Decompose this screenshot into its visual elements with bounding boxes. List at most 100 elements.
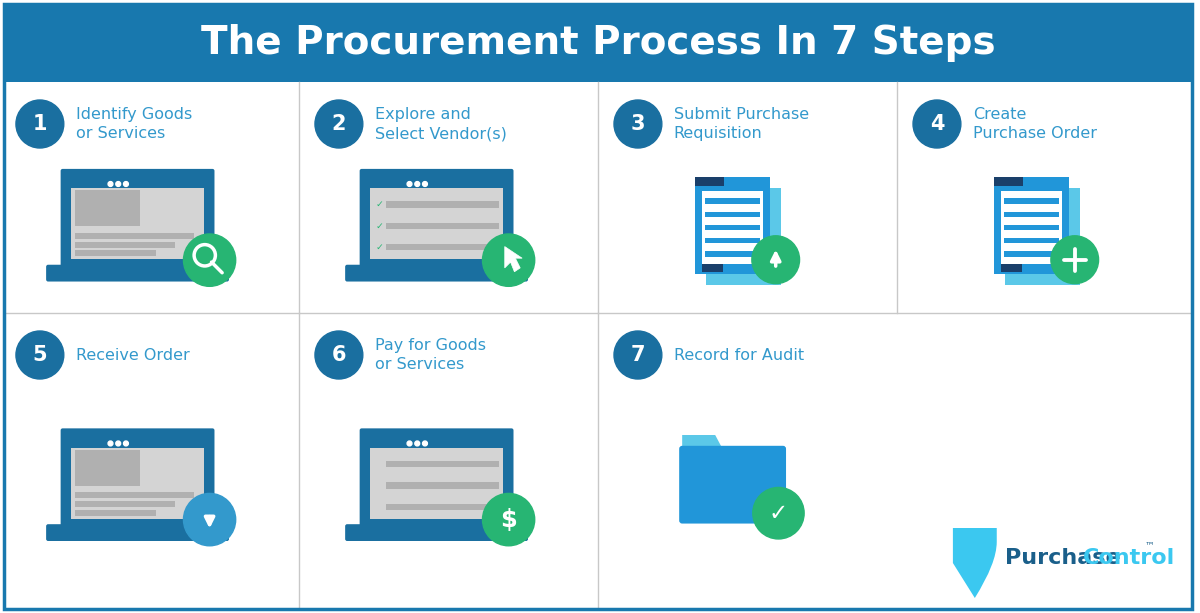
FancyBboxPatch shape (386, 482, 499, 489)
FancyBboxPatch shape (371, 180, 503, 188)
Circle shape (115, 441, 121, 446)
Circle shape (124, 181, 128, 186)
FancyBboxPatch shape (371, 439, 503, 448)
FancyBboxPatch shape (386, 504, 499, 510)
Text: $: $ (500, 508, 517, 531)
Text: 3: 3 (631, 114, 646, 134)
Text: Identify Goods
or Services: Identify Goods or Services (76, 107, 192, 141)
FancyBboxPatch shape (706, 238, 760, 243)
Circle shape (16, 100, 64, 148)
FancyBboxPatch shape (706, 199, 760, 204)
FancyBboxPatch shape (1004, 199, 1060, 204)
Text: 4: 4 (930, 114, 944, 134)
FancyBboxPatch shape (386, 202, 499, 208)
Circle shape (614, 100, 662, 148)
Circle shape (422, 441, 427, 446)
Circle shape (1051, 236, 1098, 284)
FancyBboxPatch shape (994, 177, 1069, 273)
Text: Record for Audit: Record for Audit (674, 348, 804, 362)
FancyBboxPatch shape (76, 242, 175, 248)
Circle shape (314, 100, 362, 148)
FancyBboxPatch shape (1006, 188, 1080, 284)
Text: Create
Purchase Order: Create Purchase Order (973, 107, 1097, 141)
FancyBboxPatch shape (695, 177, 724, 186)
FancyBboxPatch shape (1001, 191, 1062, 264)
Text: Pay for Goods
or Services: Pay for Goods or Services (374, 338, 486, 372)
Text: 6: 6 (331, 345, 346, 365)
Circle shape (314, 331, 362, 379)
Circle shape (415, 181, 420, 186)
Text: Receive Order: Receive Order (76, 348, 190, 362)
Text: Submit Purchase
Requisition: Submit Purchase Requisition (674, 107, 809, 141)
FancyBboxPatch shape (346, 265, 528, 281)
FancyBboxPatch shape (702, 191, 763, 264)
Text: ✓: ✓ (769, 501, 788, 525)
FancyBboxPatch shape (702, 264, 724, 272)
Circle shape (422, 181, 427, 186)
Circle shape (115, 181, 121, 186)
FancyBboxPatch shape (46, 524, 229, 541)
FancyBboxPatch shape (706, 211, 760, 217)
FancyBboxPatch shape (706, 188, 781, 284)
Text: 1: 1 (32, 114, 47, 134)
FancyBboxPatch shape (1001, 264, 1022, 272)
Circle shape (415, 441, 420, 446)
FancyBboxPatch shape (71, 180, 204, 259)
FancyBboxPatch shape (76, 233, 193, 239)
FancyBboxPatch shape (386, 244, 499, 251)
FancyBboxPatch shape (1004, 238, 1060, 243)
Text: 7: 7 (631, 345, 646, 365)
Circle shape (482, 493, 535, 546)
FancyBboxPatch shape (360, 169, 514, 270)
Polygon shape (505, 246, 522, 272)
FancyBboxPatch shape (46, 265, 229, 281)
Circle shape (184, 234, 235, 286)
Text: ✓: ✓ (376, 243, 384, 252)
FancyBboxPatch shape (1004, 225, 1060, 230)
Text: ✓: ✓ (376, 221, 384, 230)
Circle shape (482, 234, 535, 286)
FancyBboxPatch shape (61, 169, 215, 270)
FancyBboxPatch shape (360, 428, 514, 530)
Circle shape (108, 441, 113, 446)
PathPatch shape (953, 528, 997, 598)
FancyBboxPatch shape (1004, 251, 1060, 257)
Circle shape (108, 181, 113, 186)
FancyBboxPatch shape (346, 524, 528, 541)
Text: Explore and
Select Vendor(s): Explore and Select Vendor(s) (374, 107, 506, 141)
FancyBboxPatch shape (76, 492, 193, 498)
FancyBboxPatch shape (76, 510, 156, 516)
FancyBboxPatch shape (706, 225, 760, 230)
FancyBboxPatch shape (1006, 188, 1036, 197)
Polygon shape (682, 435, 722, 449)
Circle shape (752, 236, 799, 284)
FancyBboxPatch shape (386, 223, 499, 229)
FancyBboxPatch shape (679, 446, 786, 524)
FancyBboxPatch shape (1004, 211, 1060, 217)
Circle shape (913, 100, 961, 148)
Text: 2: 2 (331, 114, 346, 134)
FancyBboxPatch shape (76, 251, 156, 256)
FancyBboxPatch shape (371, 180, 503, 259)
Text: ✓: ✓ (376, 200, 384, 209)
Text: ™: ™ (1145, 540, 1154, 550)
FancyBboxPatch shape (4, 4, 1192, 82)
FancyBboxPatch shape (76, 501, 175, 507)
Text: 5: 5 (32, 345, 47, 365)
FancyBboxPatch shape (695, 177, 770, 273)
Circle shape (407, 441, 412, 446)
FancyBboxPatch shape (71, 439, 204, 519)
FancyBboxPatch shape (61, 428, 215, 530)
FancyBboxPatch shape (994, 177, 1022, 186)
Circle shape (407, 181, 412, 186)
FancyBboxPatch shape (386, 461, 499, 467)
FancyBboxPatch shape (76, 450, 140, 485)
Circle shape (16, 331, 64, 379)
Circle shape (752, 487, 804, 539)
FancyBboxPatch shape (71, 180, 204, 188)
Text: The Procurement Process In 7 Steps: The Procurement Process In 7 Steps (200, 24, 995, 62)
Text: Purchase: Purchase (1004, 548, 1121, 568)
FancyBboxPatch shape (71, 439, 204, 448)
Circle shape (124, 441, 128, 446)
Text: Control: Control (1082, 548, 1175, 568)
